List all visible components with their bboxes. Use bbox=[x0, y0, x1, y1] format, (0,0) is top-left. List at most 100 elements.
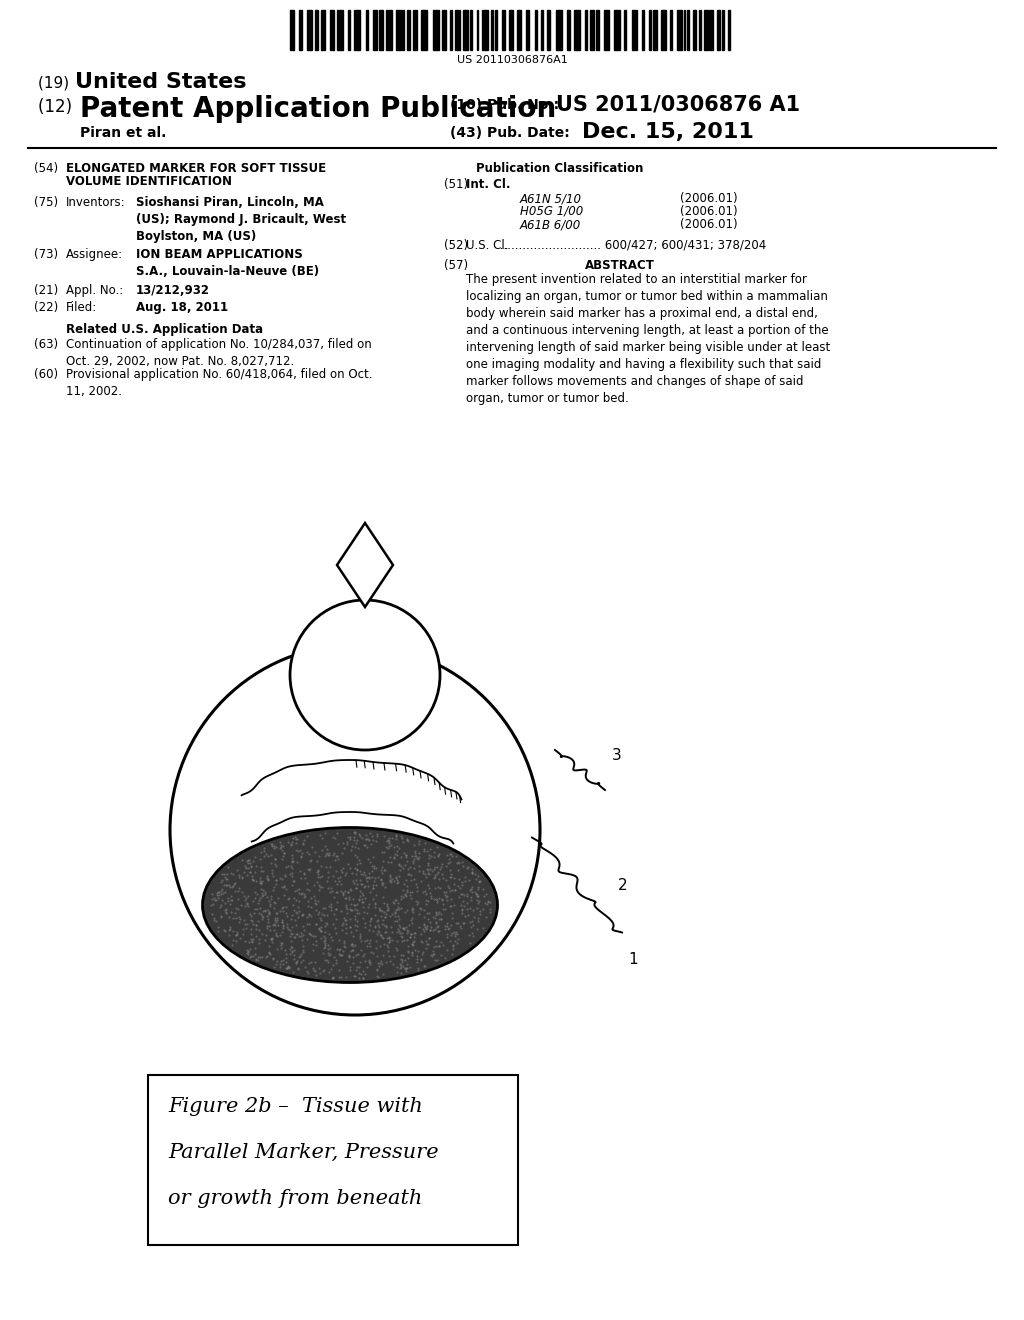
Text: (54): (54) bbox=[34, 162, 58, 176]
Bar bbox=[526, 11, 529, 50]
Bar bbox=[495, 11, 497, 50]
Bar bbox=[307, 11, 312, 50]
Bar bbox=[653, 11, 657, 50]
Text: ........................... 600/427; 600/431; 378/204: ........................... 600/427; 600… bbox=[496, 239, 766, 252]
Text: (22): (22) bbox=[34, 301, 58, 314]
Text: (52): (52) bbox=[444, 239, 468, 252]
Text: Inventors:: Inventors: bbox=[66, 195, 126, 209]
Text: Aug. 18, 2011: Aug. 18, 2011 bbox=[136, 301, 228, 314]
Circle shape bbox=[290, 601, 440, 750]
Text: A61B 6/00: A61B 6/00 bbox=[520, 218, 582, 231]
Bar bbox=[396, 11, 400, 50]
Bar bbox=[433, 11, 438, 50]
Text: (10) Pub. No.:: (10) Pub. No.: bbox=[450, 98, 564, 112]
Bar bbox=[687, 11, 688, 50]
Text: Related U.S. Application Data: Related U.S. Application Data bbox=[67, 323, 263, 337]
Bar bbox=[541, 11, 544, 50]
Bar bbox=[354, 11, 360, 50]
Text: ION BEAM APPLICATIONS
S.A., Louvain-la-Neuve (BE): ION BEAM APPLICATIONS S.A., Louvain-la-N… bbox=[136, 248, 319, 279]
Bar bbox=[614, 11, 621, 50]
Bar bbox=[463, 11, 468, 50]
Text: (21): (21) bbox=[34, 284, 58, 297]
Text: ABSTRACT: ABSTRACT bbox=[585, 259, 655, 272]
Bar bbox=[502, 11, 505, 50]
Text: (63): (63) bbox=[34, 338, 58, 351]
Text: Sioshansi Piran, Lincoln, MA
(US); Raymond J. Bricault, West
Boylston, MA (US): Sioshansi Piran, Lincoln, MA (US); Raymo… bbox=[136, 195, 346, 243]
Text: US 20110306876A1: US 20110306876A1 bbox=[457, 55, 567, 65]
Bar bbox=[490, 11, 493, 50]
Bar bbox=[684, 11, 685, 50]
Text: Int. Cl.: Int. Cl. bbox=[466, 178, 511, 191]
Text: Figure 2b –  Tissue with: Figure 2b – Tissue with bbox=[168, 1097, 423, 1115]
Text: Dec. 15, 2011: Dec. 15, 2011 bbox=[582, 121, 754, 143]
Bar bbox=[509, 11, 513, 50]
Text: Piran et al.: Piran et al. bbox=[80, 125, 166, 140]
Text: (2006.01): (2006.01) bbox=[680, 205, 737, 218]
Bar bbox=[314, 11, 318, 50]
Bar bbox=[330, 11, 334, 50]
Text: Patent Application Publication: Patent Application Publication bbox=[80, 95, 556, 123]
Text: Parallel Marker, Pressure: Parallel Marker, Pressure bbox=[168, 1143, 438, 1162]
Bar bbox=[699, 11, 701, 50]
Text: (60): (60) bbox=[34, 368, 58, 381]
Text: Assignee:: Assignee: bbox=[66, 248, 123, 261]
Bar bbox=[671, 11, 672, 50]
Text: 2: 2 bbox=[618, 878, 628, 892]
Text: VOLUME IDENTIFICATION: VOLUME IDENTIFICATION bbox=[66, 176, 232, 187]
Text: Continuation of application No. 10/284,037, filed on
Oct. 29, 2002, now Pat. No.: Continuation of application No. 10/284,0… bbox=[66, 338, 372, 368]
Bar bbox=[482, 11, 488, 50]
Bar bbox=[476, 11, 478, 50]
Bar bbox=[604, 11, 608, 50]
Bar bbox=[373, 11, 378, 50]
Text: Filed:: Filed: bbox=[66, 301, 97, 314]
Text: (12): (12) bbox=[38, 98, 78, 116]
Bar bbox=[299, 11, 302, 50]
Text: (57): (57) bbox=[444, 259, 468, 272]
Text: or growth from beneath: or growth from beneath bbox=[168, 1189, 422, 1208]
Bar bbox=[728, 11, 730, 50]
Bar bbox=[337, 11, 343, 50]
Text: (2006.01): (2006.01) bbox=[680, 191, 737, 205]
Text: Provisional application No. 60/418,064, filed on Oct.
11, 2002.: Provisional application No. 60/418,064, … bbox=[66, 368, 373, 399]
Bar bbox=[413, 11, 417, 50]
Bar bbox=[517, 11, 521, 50]
Text: 1: 1 bbox=[628, 953, 638, 968]
Ellipse shape bbox=[203, 828, 498, 982]
Text: (51): (51) bbox=[444, 178, 468, 191]
Text: (75): (75) bbox=[34, 195, 58, 209]
Bar bbox=[596, 11, 599, 50]
Bar bbox=[348, 11, 350, 50]
Text: H05G 1/00: H05G 1/00 bbox=[520, 205, 584, 218]
Polygon shape bbox=[337, 523, 393, 607]
Bar bbox=[421, 11, 427, 50]
Text: Appl. No.:: Appl. No.: bbox=[66, 284, 123, 297]
Bar bbox=[710, 11, 713, 50]
Bar bbox=[408, 11, 411, 50]
Bar bbox=[718, 11, 720, 50]
Bar bbox=[625, 11, 626, 50]
Bar bbox=[705, 11, 708, 50]
Text: (43) Pub. Date:: (43) Pub. Date: bbox=[450, 125, 569, 140]
Text: A61N 5/10: A61N 5/10 bbox=[520, 191, 582, 205]
Text: 3: 3 bbox=[612, 747, 622, 763]
Bar bbox=[536, 11, 537, 50]
Text: Publication Classification: Publication Classification bbox=[476, 162, 644, 176]
Bar bbox=[723, 11, 724, 50]
Bar bbox=[642, 11, 644, 50]
Text: (19): (19) bbox=[38, 75, 74, 90]
Text: 13/212,932: 13/212,932 bbox=[136, 284, 210, 297]
Text: (2006.01): (2006.01) bbox=[680, 218, 737, 231]
Text: United States: United States bbox=[75, 73, 247, 92]
Bar bbox=[585, 11, 587, 50]
Circle shape bbox=[170, 645, 540, 1015]
Bar bbox=[322, 11, 325, 50]
Bar bbox=[556, 11, 561, 50]
Bar bbox=[451, 11, 452, 50]
Bar bbox=[441, 11, 446, 50]
Text: U.S. Cl.: U.S. Cl. bbox=[466, 239, 509, 252]
Bar bbox=[573, 11, 580, 50]
Bar bbox=[548, 11, 550, 50]
Bar bbox=[402, 11, 403, 50]
Bar bbox=[649, 11, 651, 50]
Text: (73): (73) bbox=[34, 248, 58, 261]
